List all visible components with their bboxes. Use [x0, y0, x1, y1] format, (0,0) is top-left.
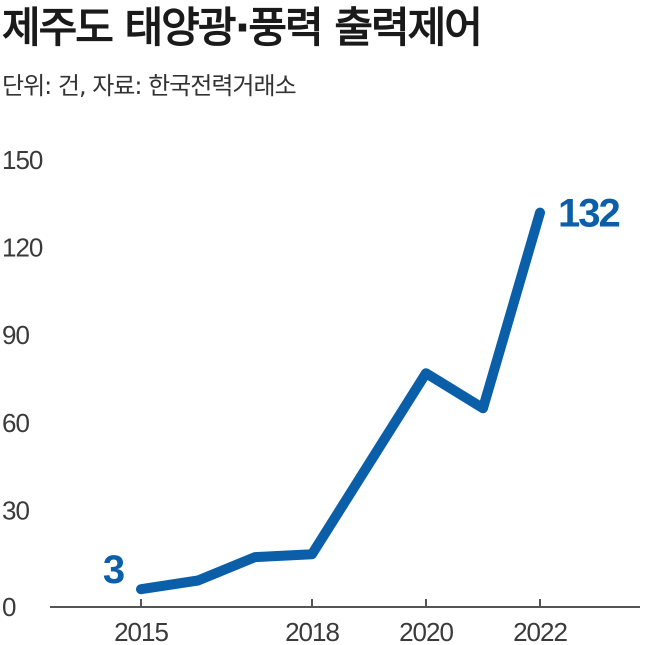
y-tick-label: 60: [2, 408, 29, 438]
data-point: [254, 556, 256, 558]
series-line: [136, 207, 545, 595]
data-point: [140, 588, 142, 590]
data-point: [425, 372, 427, 374]
chart-title: 제주도 태양광·풍력 출력제어: [2, 3, 483, 52]
data-label-end: 132: [558, 192, 619, 236]
x-tick-label: 2015: [114, 617, 168, 645]
y-tick-label: 0: [2, 592, 16, 622]
x-tick-label: 2022: [513, 617, 567, 645]
data-point: [311, 553, 313, 555]
data-point: [368, 463, 370, 465]
x-tick-label: 2020: [399, 617, 453, 645]
data-point: [482, 407, 484, 409]
y-tick-label: 30: [2, 495, 29, 525]
y-tick-label: 150: [2, 145, 43, 175]
y-tick-label: 120: [2, 233, 43, 263]
chart-subtitle: 단위: 건, 자료: 한국전력거래소: [2, 72, 297, 100]
data-point: [197, 579, 199, 581]
x-tick-label: 2018: [285, 617, 339, 645]
data-point: [539, 212, 541, 214]
data-label-start: 3: [103, 548, 124, 592]
y-tick-label: 90: [2, 320, 29, 350]
